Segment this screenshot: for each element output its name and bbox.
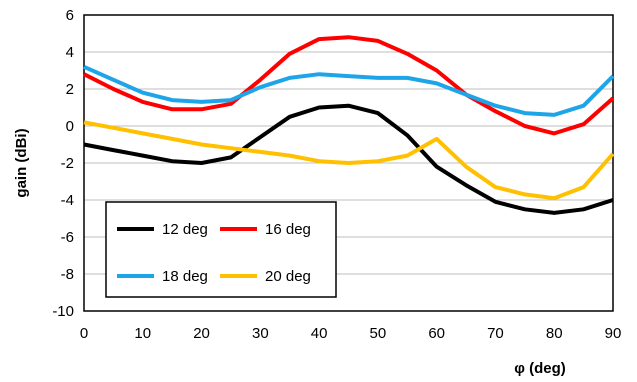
- x-tick-label: 70: [487, 325, 504, 342]
- legend-label: 20 deg: [265, 268, 311, 285]
- y-axis-label: gain (dBi): [13, 128, 30, 197]
- y-tick-label: 2: [66, 81, 74, 98]
- x-tick-label: 40: [311, 325, 328, 342]
- y-tick-label: 0: [66, 118, 74, 135]
- x-tick-label: 50: [370, 325, 387, 342]
- y-tick-label: -10: [52, 303, 74, 320]
- series-line-18-deg: [83, 64, 615, 117]
- legend: 12 deg 16 deg 18 deg 20 deg: [105, 201, 337, 298]
- legend-label: 12 deg: [162, 221, 208, 238]
- x-axis-label: φ (deg): [514, 360, 566, 377]
- x-tick-label: 0: [80, 325, 88, 342]
- y-tick-label: 4: [66, 44, 74, 61]
- x-tick-label: 20: [193, 325, 210, 342]
- y-tick-label: -2: [61, 155, 74, 172]
- series-line-16-deg: [83, 35, 615, 136]
- legend-label: 18 deg: [162, 268, 208, 285]
- x-tick-label: 80: [546, 325, 563, 342]
- y-tick-label: -4: [61, 192, 74, 209]
- x-tick-label: 30: [252, 325, 269, 342]
- legend-label: 16 deg: [265, 221, 311, 238]
- x-tick-label: 60: [428, 325, 445, 342]
- y-tick-label: -6: [61, 229, 74, 246]
- x-tick-label: 90: [605, 325, 622, 342]
- y-tick-label: -8: [61, 266, 74, 283]
- plot-frame: [83, 14, 614, 312]
- y-tick-label: 6: [66, 7, 74, 24]
- series-line-12-deg: [83, 103, 614, 215]
- series-line-20-deg: [83, 120, 615, 201]
- legend-box: [105, 201, 337, 298]
- series-lines: [83, 35, 615, 215]
- x-tick-label: 10: [134, 325, 151, 342]
